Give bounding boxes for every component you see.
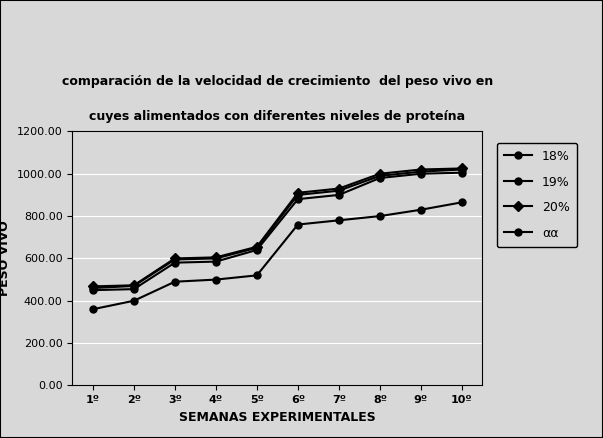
X-axis label: SEMANAS EXPERIMENTALES: SEMANAS EXPERIMENTALES [179,411,376,424]
Legend: 18%, 19%, 20%, αα: 18%, 19%, 20%, αα [497,143,577,247]
Text: cuyes alimentados con diferentes niveles de proteína: cuyes alimentados con diferentes niveles… [89,110,466,123]
Text: comparación de la velocidad de crecimiento  del peso vivo en: comparación de la velocidad de crecimien… [62,74,493,88]
Y-axis label: PESO VIVO: PESO VIVO [0,221,11,296]
